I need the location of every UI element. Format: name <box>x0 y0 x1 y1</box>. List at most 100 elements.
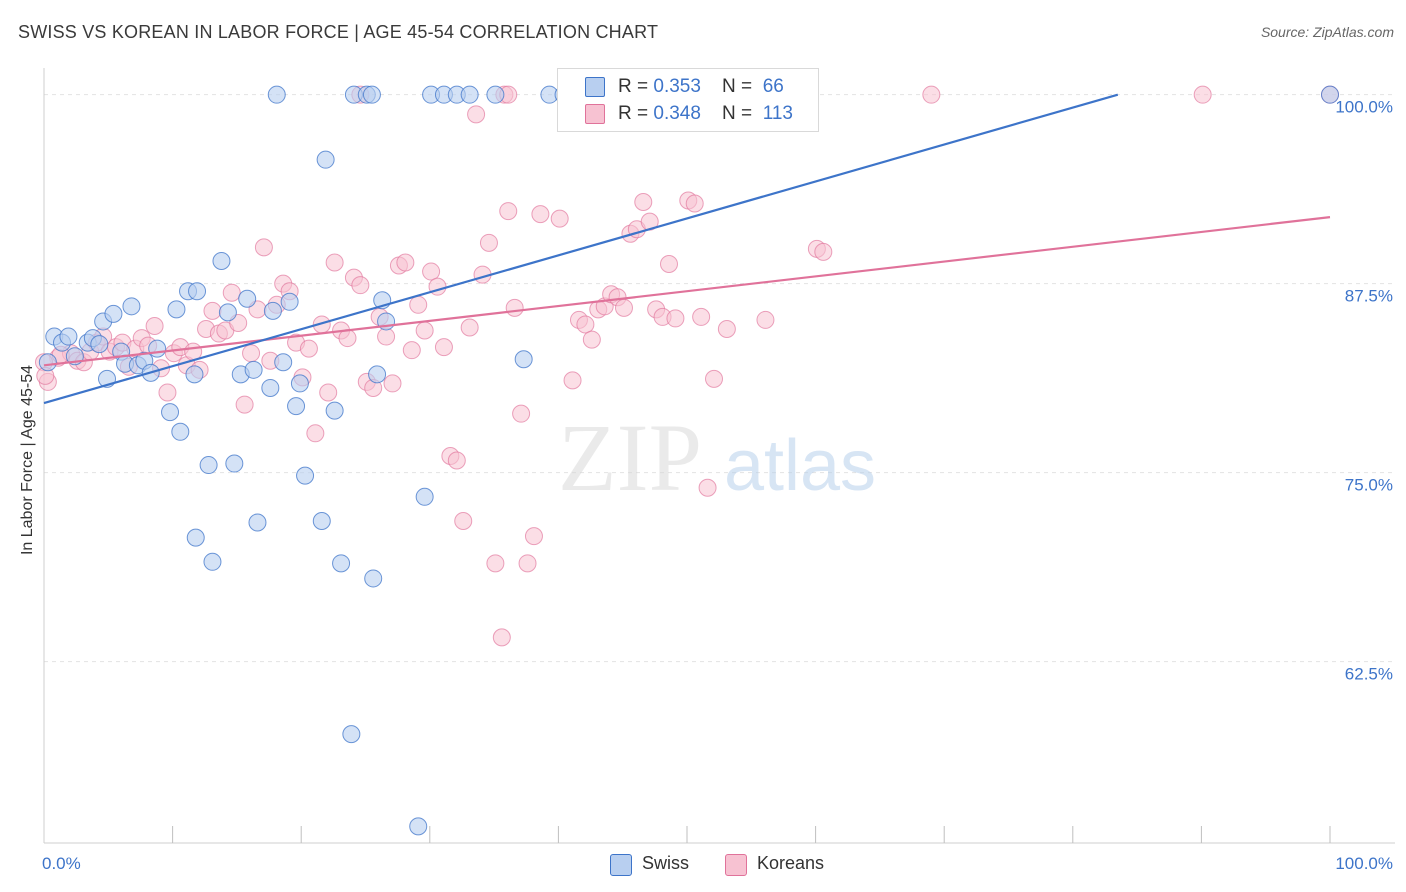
koreans-point <box>222 283 241 302</box>
swiss-point <box>486 85 505 104</box>
swiss-point <box>167 300 186 319</box>
swiss-point <box>267 85 286 104</box>
swiss-point <box>325 401 344 420</box>
legend-text-swiss: R = 0.353 N = 66 <box>618 76 784 97</box>
koreans-point <box>1193 85 1212 104</box>
x-tick-label: 0.0% <box>42 854 81 873</box>
koreans-point <box>563 371 582 390</box>
bottom-legend-swatch-koreans <box>725 854 747 876</box>
koreans-point <box>499 202 518 221</box>
koreans-point <box>814 242 833 261</box>
y-tick-label: 100.0% <box>1335 98 1393 117</box>
swiss-point <box>409 817 428 836</box>
koreans-point <box>454 511 473 530</box>
koreans-point <box>203 301 222 320</box>
bottom-legend-swatch-swiss <box>610 854 632 876</box>
bottom-legend-label-koreans: Koreans <box>757 853 825 873</box>
swiss-point <box>185 365 204 384</box>
swiss-point <box>261 378 280 397</box>
koreans-point <box>518 554 537 573</box>
koreans-point <box>756 310 775 329</box>
swiss-point <box>1321 85 1339 104</box>
swiss-point <box>362 85 381 104</box>
koreans-point <box>325 253 344 272</box>
koreans-point <box>512 404 531 423</box>
koreans-point <box>409 295 428 314</box>
koreans-point <box>306 424 325 443</box>
koreans-point <box>634 193 653 212</box>
swiss-point <box>316 150 335 169</box>
swiss-trend-line <box>43 93 1119 405</box>
y-tick-label: 87.5% <box>1345 287 1393 306</box>
koreans-point <box>666 309 685 328</box>
swiss-point <box>290 374 309 393</box>
swiss-point <box>212 251 231 270</box>
watermark-atlas: atlas <box>724 426 876 506</box>
koreans-point <box>922 85 941 104</box>
swiss-point <box>296 466 315 485</box>
swiss-point <box>122 297 141 316</box>
chart-source: Source: ZipAtlas.com <box>1260 24 1394 40</box>
koreans-point <box>685 194 704 213</box>
koreans-point <box>524 527 543 546</box>
koreans-point <box>145 316 164 335</box>
swiss-point <box>248 513 267 532</box>
koreans-point <box>447 451 466 470</box>
koreans-point <box>692 307 711 326</box>
koreans-point <box>698 478 717 497</box>
swiss-point <box>225 454 244 473</box>
swiss-point <box>199 456 218 475</box>
koreans-point <box>659 254 678 273</box>
swiss-point <box>218 303 237 322</box>
zipatlas-watermark: ZIP atlas <box>558 404 876 511</box>
swiss-point <box>263 301 282 320</box>
bottom-legend-label-swiss: Swiss <box>642 853 690 873</box>
chart-title: SWISS VS KOREAN IN LABOR FORCE | AGE 45-… <box>18 22 659 42</box>
swiss-point <box>244 360 263 379</box>
legend-text-koreans: R = 0.348 N = 113 <box>618 103 793 124</box>
swiss-point <box>203 552 222 571</box>
swiss-point <box>460 85 479 104</box>
koreans-point <box>531 205 550 224</box>
swiss-point <box>368 365 387 384</box>
koreans-point <box>383 374 402 393</box>
koreans-point <box>486 554 505 573</box>
legend-swatch-koreans <box>585 104 605 124</box>
koreans-point <box>319 383 338 402</box>
swiss-point <box>332 554 351 573</box>
koreans-point <box>492 628 511 647</box>
koreans-point <box>479 233 498 252</box>
koreans-point <box>377 327 396 346</box>
koreans-point <box>505 298 524 317</box>
legend-swatch-swiss <box>585 77 605 97</box>
swiss-point <box>274 353 293 372</box>
koreans-point <box>434 338 453 357</box>
swiss-point <box>38 353 57 372</box>
koreans-point <box>402 341 421 360</box>
koreans-point <box>242 344 261 363</box>
koreans-point <box>460 318 479 337</box>
swiss-point <box>280 292 299 311</box>
koreans-point <box>415 321 434 340</box>
swiss-point <box>415 487 434 506</box>
koreans-point <box>235 395 254 414</box>
koreans-point <box>467 105 486 124</box>
x-tick-label: 100.0% <box>1335 854 1393 873</box>
correlation-legend: R = 0.353 N = 66 R = 0.348 N = 113 <box>557 68 819 132</box>
koreans-point <box>705 369 724 388</box>
swiss-point <box>171 422 190 441</box>
swiss-point <box>514 350 533 369</box>
koreans-point <box>158 383 177 402</box>
swiss-point <box>148 339 167 358</box>
axes <box>43 68 1395 844</box>
koreans-points <box>35 85 1339 647</box>
koreans-point <box>254 238 273 257</box>
watermark-zip: ZIP <box>558 404 702 511</box>
koreans-point <box>614 298 633 317</box>
koreans-point <box>582 330 601 349</box>
koreans-point <box>351 276 370 295</box>
swiss-point <box>188 282 207 301</box>
y-tick-label: 62.5% <box>1345 665 1393 684</box>
swiss-point <box>186 528 205 547</box>
swiss-point <box>238 289 257 308</box>
